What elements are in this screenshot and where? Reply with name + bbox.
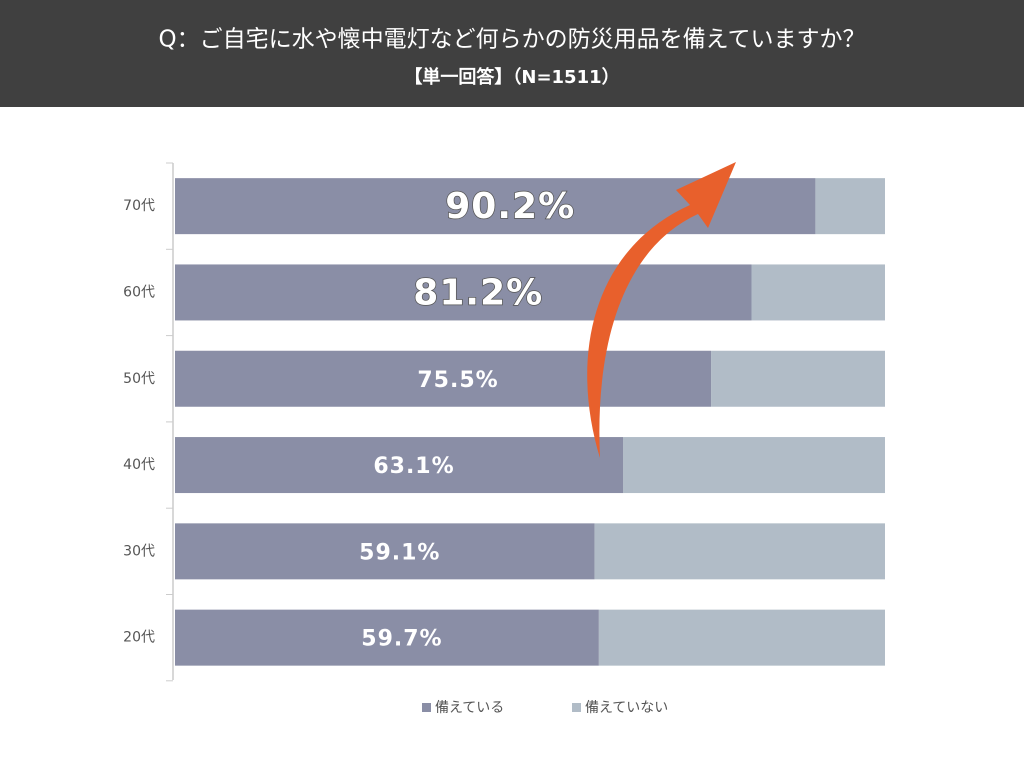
trend-arrow bbox=[587, 162, 736, 458]
legend: 備えている 備えていない bbox=[422, 700, 668, 716]
value-label: 75.5% bbox=[417, 368, 498, 393]
bar bbox=[175, 523, 595, 580]
bar bbox=[175, 264, 752, 321]
plot-area: 70代 90.2% 60代 81.2% 50代 75.5% 40代 63.1% 30代 59.1%… bbox=[123, 162, 885, 682]
bar bbox=[175, 437, 624, 494]
legend-label: 備えている bbox=[435, 700, 504, 716]
header-background bbox=[0, 0, 1024, 107]
y-tick-label: 60代 bbox=[123, 284, 155, 300]
bar bbox=[711, 350, 885, 407]
bar bbox=[594, 523, 885, 580]
y-tick-label: 20代 bbox=[123, 630, 155, 646]
value-label: 59.1% bbox=[359, 540, 440, 565]
chart-subtitle: 【単一回答】（N=1511） bbox=[404, 66, 619, 88]
bar bbox=[175, 609, 599, 666]
y-tick-label: 70代 bbox=[123, 198, 155, 214]
y-tick-label: 30代 bbox=[123, 543, 155, 559]
legend-label: 備えていない bbox=[585, 700, 668, 716]
bar bbox=[815, 178, 885, 235]
bar bbox=[598, 609, 885, 666]
bar bbox=[175, 350, 712, 407]
y-tick-label: 50代 bbox=[123, 371, 155, 387]
legend-swatch bbox=[572, 703, 581, 712]
value-label: 90.2% bbox=[445, 186, 575, 227]
value-label: 63.1% bbox=[373, 454, 454, 479]
value-label: 81.2% bbox=[413, 272, 543, 313]
legend-swatch bbox=[422, 703, 431, 712]
value-label: 59.7% bbox=[361, 627, 442, 652]
y-tick-label: 40代 bbox=[123, 457, 155, 473]
bar bbox=[751, 264, 885, 321]
chart-title: Q：ご自宅に水や懐中電灯など何らかの防災用品を備えていますか？ bbox=[159, 27, 866, 53]
bar bbox=[623, 437, 885, 494]
